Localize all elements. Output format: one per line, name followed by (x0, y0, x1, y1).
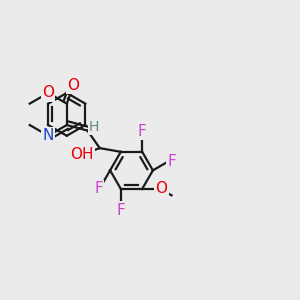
Text: F: F (138, 124, 147, 139)
Text: O: O (42, 85, 54, 100)
Text: F: F (167, 154, 176, 169)
Text: H: H (89, 120, 99, 134)
Text: O: O (68, 78, 80, 93)
Text: O: O (156, 182, 168, 196)
Text: F: F (116, 202, 125, 217)
Text: F: F (94, 181, 103, 196)
Text: N: N (43, 128, 54, 143)
Text: OH: OH (70, 147, 94, 162)
